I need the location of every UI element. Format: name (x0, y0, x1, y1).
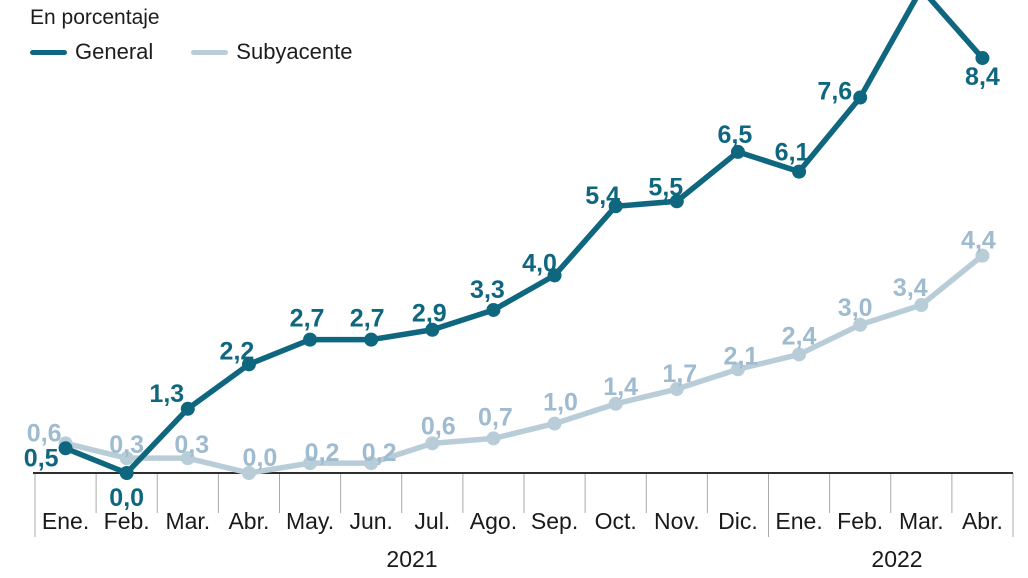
data-point (303, 456, 318, 471)
data-point (669, 194, 684, 209)
data-point (792, 164, 807, 179)
data-point (119, 466, 134, 480)
data-point (58, 441, 73, 456)
data-point (364, 456, 379, 471)
month-label: Sep. (531, 508, 578, 534)
data-point (608, 199, 623, 214)
series-line (62, 0, 986, 476)
value-label: 2,1 (724, 342, 759, 370)
month-label: Nov. (654, 508, 700, 534)
value-label: 0,0 (109, 484, 144, 512)
value-label: 1,7 (662, 360, 697, 388)
data-point (119, 451, 134, 466)
data-point (425, 322, 440, 337)
value-label: 4,4 (961, 227, 996, 255)
legend-item-subyacente: Subyacente (191, 39, 352, 65)
month-label: Jun. (349, 508, 392, 534)
value-label: 4,0 (522, 249, 557, 277)
month-label: Mar. (165, 508, 210, 534)
value-label: 0,6 (27, 419, 62, 447)
value-label: 0,7 (478, 403, 513, 431)
legend-line-swatch-subyacente (191, 49, 229, 55)
month-label: Ene. (775, 508, 822, 534)
series-line (62, 252, 986, 476)
value-label: 2,7 (350, 305, 385, 333)
data-point (180, 451, 195, 466)
value-label: 2,4 (782, 322, 817, 350)
value-label: 2,7 (290, 305, 325, 333)
data-point (669, 382, 684, 397)
month-label: Ago. (470, 508, 517, 534)
data-point (914, 298, 929, 313)
data-point (180, 401, 195, 416)
data-point (975, 51, 990, 66)
value-label: 0,3 (174, 431, 209, 459)
legend-label-general: General (75, 39, 154, 64)
month-label: Abr. (228, 508, 269, 534)
year-label: 2021 (386, 546, 437, 572)
series-subyacente: 0,6 0,3 0,3 0,0 0,2 0,2 0,6 0,7 1,0 1,4 1,7 2,1 2,4 3… (27, 227, 996, 480)
month-label: Feb. (837, 508, 883, 534)
legend: General Subyacente (30, 39, 352, 65)
value-label: 0,2 (305, 439, 340, 467)
value-label: 5,5 (648, 173, 683, 201)
year-label: 2022 (871, 546, 922, 572)
data-point (730, 144, 745, 159)
value-label: 1,4 (603, 373, 638, 401)
data-point (853, 90, 868, 105)
data-point (486, 431, 501, 446)
month-label: May. (286, 508, 334, 534)
month-label: Jul. (414, 508, 450, 534)
data-point (792, 347, 807, 362)
value-label: 1,0 (543, 389, 578, 417)
month-label: Ene. (42, 508, 89, 534)
value-label: 0,2 (362, 439, 397, 467)
month-label: Feb. (104, 508, 150, 534)
value-label: 2,2 (220, 337, 255, 365)
x-axis-ticks (34, 473, 1014, 537)
value-label: 8,4 (965, 63, 1000, 91)
data-point (547, 416, 562, 431)
x-axis-month-labels: Ene. Feb. Mar. Abr. May. Jun. Jul. Ago. Sep. Oct.… (42, 508, 1003, 534)
data-point (303, 332, 318, 347)
value-label: 3,3 (470, 276, 505, 304)
series-general: 0,5 0,0 1,3 2,2 2,7 2,7 2,9 3,3 4,0 5,4 5,5 6,5 6,1 7… (24, 0, 1000, 512)
value-label: 7,6 (817, 78, 852, 106)
data-point (364, 332, 379, 347)
value-label: 6,1 (775, 139, 810, 167)
legend-line-swatch-general (30, 49, 67, 55)
chart-header: En porcentaje General Subyacente (30, 5, 352, 65)
legend-item-general: General (30, 39, 153, 65)
x-axis-year-labels: 2021 2022 (386, 546, 922, 572)
value-label: 5,4 (585, 182, 620, 210)
value-label: 1,3 (149, 380, 184, 408)
month-label: Dic. (718, 508, 758, 534)
month-label: Mar. (899, 508, 944, 534)
value-label: 0,0 (243, 444, 278, 472)
month-label: Oct. (595, 508, 637, 534)
data-point (241, 357, 256, 372)
data-point (425, 436, 440, 451)
data-point (241, 466, 256, 480)
data-point (975, 248, 990, 263)
value-label: 0,6 (421, 412, 456, 440)
data-point (486, 302, 501, 317)
value-label: 2,9 (412, 300, 447, 328)
value-label: 0,3 (109, 431, 144, 459)
chart-title: En porcentaje (30, 6, 160, 29)
month-label: Abr. (962, 508, 1003, 534)
data-point (547, 268, 562, 283)
data-point (853, 317, 868, 332)
value-label: 3,4 (893, 274, 928, 302)
value-label: 3,0 (838, 294, 873, 322)
value-label: 0,5 (24, 444, 59, 472)
value-label: 6,5 (718, 121, 753, 149)
data-point (608, 396, 623, 411)
legend-label-subyacente: Subyacente (236, 39, 353, 64)
data-point (730, 362, 745, 377)
